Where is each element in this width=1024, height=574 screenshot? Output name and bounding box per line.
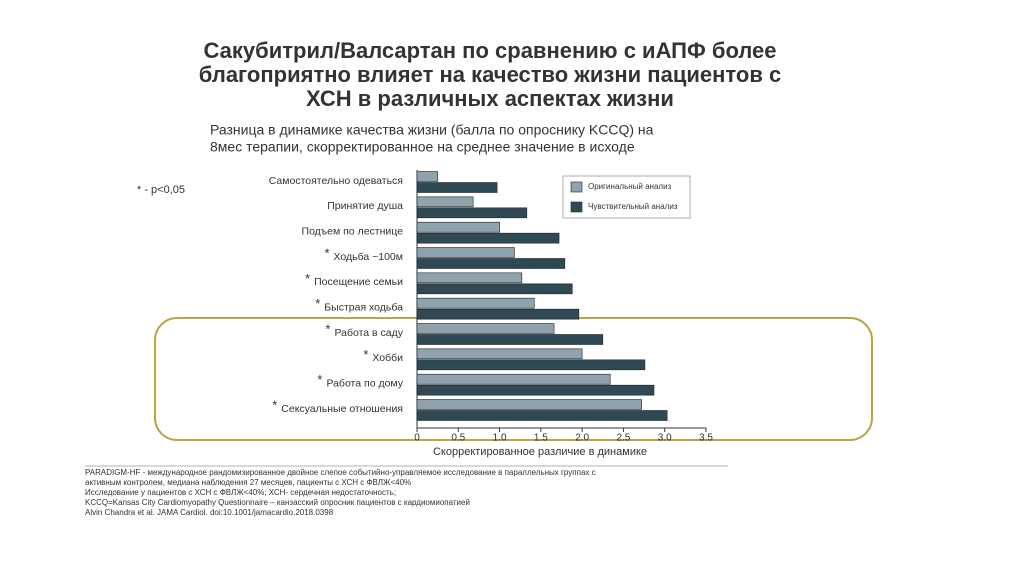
bar — [416, 207, 528, 219]
x-axis-label: Скорректированное различие в динамике — [433, 446, 647, 458]
x-tick-label: 0 — [414, 433, 420, 444]
legend-box — [562, 175, 691, 219]
bar — [416, 348, 583, 360]
x-tick-label: 2.5 — [616, 433, 630, 444]
x-tick-label: 3.0 — [658, 433, 672, 444]
category-label: Работа в саду — [334, 327, 403, 339]
bar — [416, 283, 573, 295]
significance-marker: * — [315, 296, 320, 311]
bar — [416, 410, 668, 421]
category-label: Сексуальные отношения — [281, 403, 403, 415]
legend-swatch — [570, 181, 583, 193]
bar — [416, 399, 642, 410]
subtitle-line: 8мес терапии, скорректированное на средн… — [210, 139, 635, 155]
bar — [416, 272, 523, 284]
footnote: KCCQ=Kansas City Cardiomyopathy Question… — [85, 498, 470, 507]
bar — [416, 258, 566, 269]
significance-marker: * — [363, 347, 368, 362]
x-tick-label: 1.0 — [493, 433, 507, 444]
category-label: Быстрая ходьба — [324, 301, 403, 313]
footnote: активным контролем, медиана наблюдения 2… — [85, 478, 411, 487]
significance-marker: * — [305, 271, 310, 286]
category-label: Ходьба ~100м — [334, 251, 404, 263]
title-line: Сакубитрил/Валсартан по сравнению с иАПФ… — [204, 38, 777, 63]
category-label: Посещение семьи — [314, 276, 403, 288]
bar — [416, 247, 515, 258]
category-label: Работа по дому — [326, 377, 403, 389]
legend-swatch — [570, 201, 583, 213]
bar — [416, 308, 580, 320]
x-tick-label: 3.5 — [699, 433, 713, 444]
title-line: ХСН в различных аспектах жизни — [306, 86, 674, 111]
x-tick-label: 2.0 — [575, 433, 589, 444]
bar — [416, 196, 474, 208]
bar — [416, 232, 560, 244]
x-tick-label: 1.5 — [534, 433, 548, 444]
bar — [416, 334, 604, 345]
footnote: Исследование у пациентов с ХСН с ФВЛЖ<40… — [85, 488, 396, 497]
bar — [416, 297, 535, 309]
bar — [416, 384, 655, 396]
category-label: Хобби — [372, 352, 403, 364]
x-tick-label: 0.5 — [451, 433, 465, 444]
bar — [416, 182, 498, 193]
significance-marker: * — [317, 372, 322, 387]
significance-marker: * — [325, 321, 330, 336]
title-line: благоприятно влияет на качество жизни па… — [199, 62, 781, 87]
bar — [416, 359, 646, 371]
significance-note: * - p<0,05 — [137, 184, 185, 196]
significance-marker: * — [324, 245, 329, 260]
footnote: Alvin Chandra et al. JAMA Cardiol. doi:1… — [85, 508, 334, 517]
legend-label: Чувствительный анализ — [588, 202, 678, 211]
bar — [416, 373, 611, 385]
bar — [416, 221, 500, 233]
category-label: Самостоятельно одеваться — [269, 175, 403, 187]
legend-label: Оригинальный анализ — [588, 182, 672, 191]
bar — [416, 323, 555, 334]
significance-marker: * — [272, 397, 277, 412]
footnote: PARADIGM-HF - международное рандомизиров… — [85, 468, 596, 477]
category-label: Подъем по лестнице — [302, 225, 404, 237]
bar — [416, 171, 438, 182]
category-label: Принятие душа — [327, 200, 403, 212]
subtitle-line: Разница в динамике качества жизни (балла… — [210, 122, 654, 138]
